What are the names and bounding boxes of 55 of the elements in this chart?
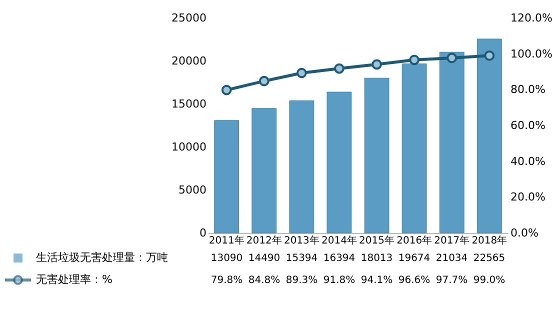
y-tick-label: 20000 bbox=[172, 54, 206, 68]
point bbox=[409, 54, 420, 66]
bar bbox=[214, 120, 240, 234]
data-label: 84.8% bbox=[248, 275, 280, 286]
data-label: 97.7% bbox=[436, 275, 468, 286]
point bbox=[446, 52, 458, 64]
point bbox=[258, 76, 270, 86]
y2-tick-label: 100.0% bbox=[510, 47, 552, 60]
x-tick-label: 2017年 bbox=[434, 234, 470, 246]
x-tick-label: 2014年 bbox=[322, 234, 357, 246]
y-tick-label: 5000 bbox=[178, 184, 206, 196]
point bbox=[334, 63, 344, 74]
y2-tick-label: 20.0% bbox=[510, 190, 546, 204]
data-label: 13090 bbox=[210, 253, 243, 264]
x-tick-label: 2016年 bbox=[396, 234, 432, 246]
x-tick-label: 2012年 bbox=[246, 234, 282, 246]
data-label: 19674 bbox=[398, 253, 430, 264]
y2-tick-label: 40.0% bbox=[510, 154, 546, 168]
y-tick-label: 0 bbox=[200, 226, 206, 240]
data-label: 91.8% bbox=[323, 275, 356, 286]
point bbox=[484, 50, 495, 61]
data-label: 96.6% bbox=[398, 275, 430, 286]
data-label: 14490 bbox=[248, 253, 280, 264]
y-tick-label: 25000 bbox=[172, 12, 206, 24]
bar bbox=[476, 38, 502, 234]
legend-label: 无害处理率：% bbox=[36, 273, 112, 286]
bar bbox=[364, 78, 390, 234]
data-label: 18013 bbox=[360, 253, 393, 264]
data-label: 16394 bbox=[323, 253, 356, 264]
bar bbox=[402, 64, 427, 234]
data-label: 99.0% bbox=[473, 275, 506, 286]
y-tick-label: 10000 bbox=[172, 140, 206, 154]
y2-tick-label: 80.0% bbox=[510, 83, 546, 96]
data-label: 94.1% bbox=[360, 275, 393, 286]
bar bbox=[439, 52, 464, 234]
y2-tick-label: 60.0% bbox=[510, 119, 546, 132]
data-label: 15394 bbox=[286, 253, 318, 264]
x-tick-label: 2013年 bbox=[284, 234, 320, 246]
data-label: 21034 bbox=[436, 253, 468, 264]
point bbox=[296, 68, 307, 78]
bar bbox=[326, 92, 352, 234]
x-tick-label: 2015年 bbox=[359, 234, 394, 246]
legend-label: 生活垃圾无害处理量：万吨 bbox=[36, 251, 168, 264]
y-tick-label: 15000 bbox=[172, 98, 206, 110]
point bbox=[372, 59, 382, 70]
bar bbox=[252, 108, 277, 234]
y2-tick-label: 120.0% bbox=[510, 12, 552, 24]
bar bbox=[289, 100, 314, 234]
x-tick-label: 2018年 bbox=[472, 234, 508, 246]
data-label: 79.8% bbox=[210, 275, 243, 286]
data-label: 22565 bbox=[473, 253, 506, 264]
data-label: 89.3% bbox=[286, 275, 318, 286]
point bbox=[221, 84, 232, 96]
y2-tick-label: 0.0% bbox=[510, 226, 538, 240]
x-tick-label: 2011年 bbox=[208, 234, 244, 246]
